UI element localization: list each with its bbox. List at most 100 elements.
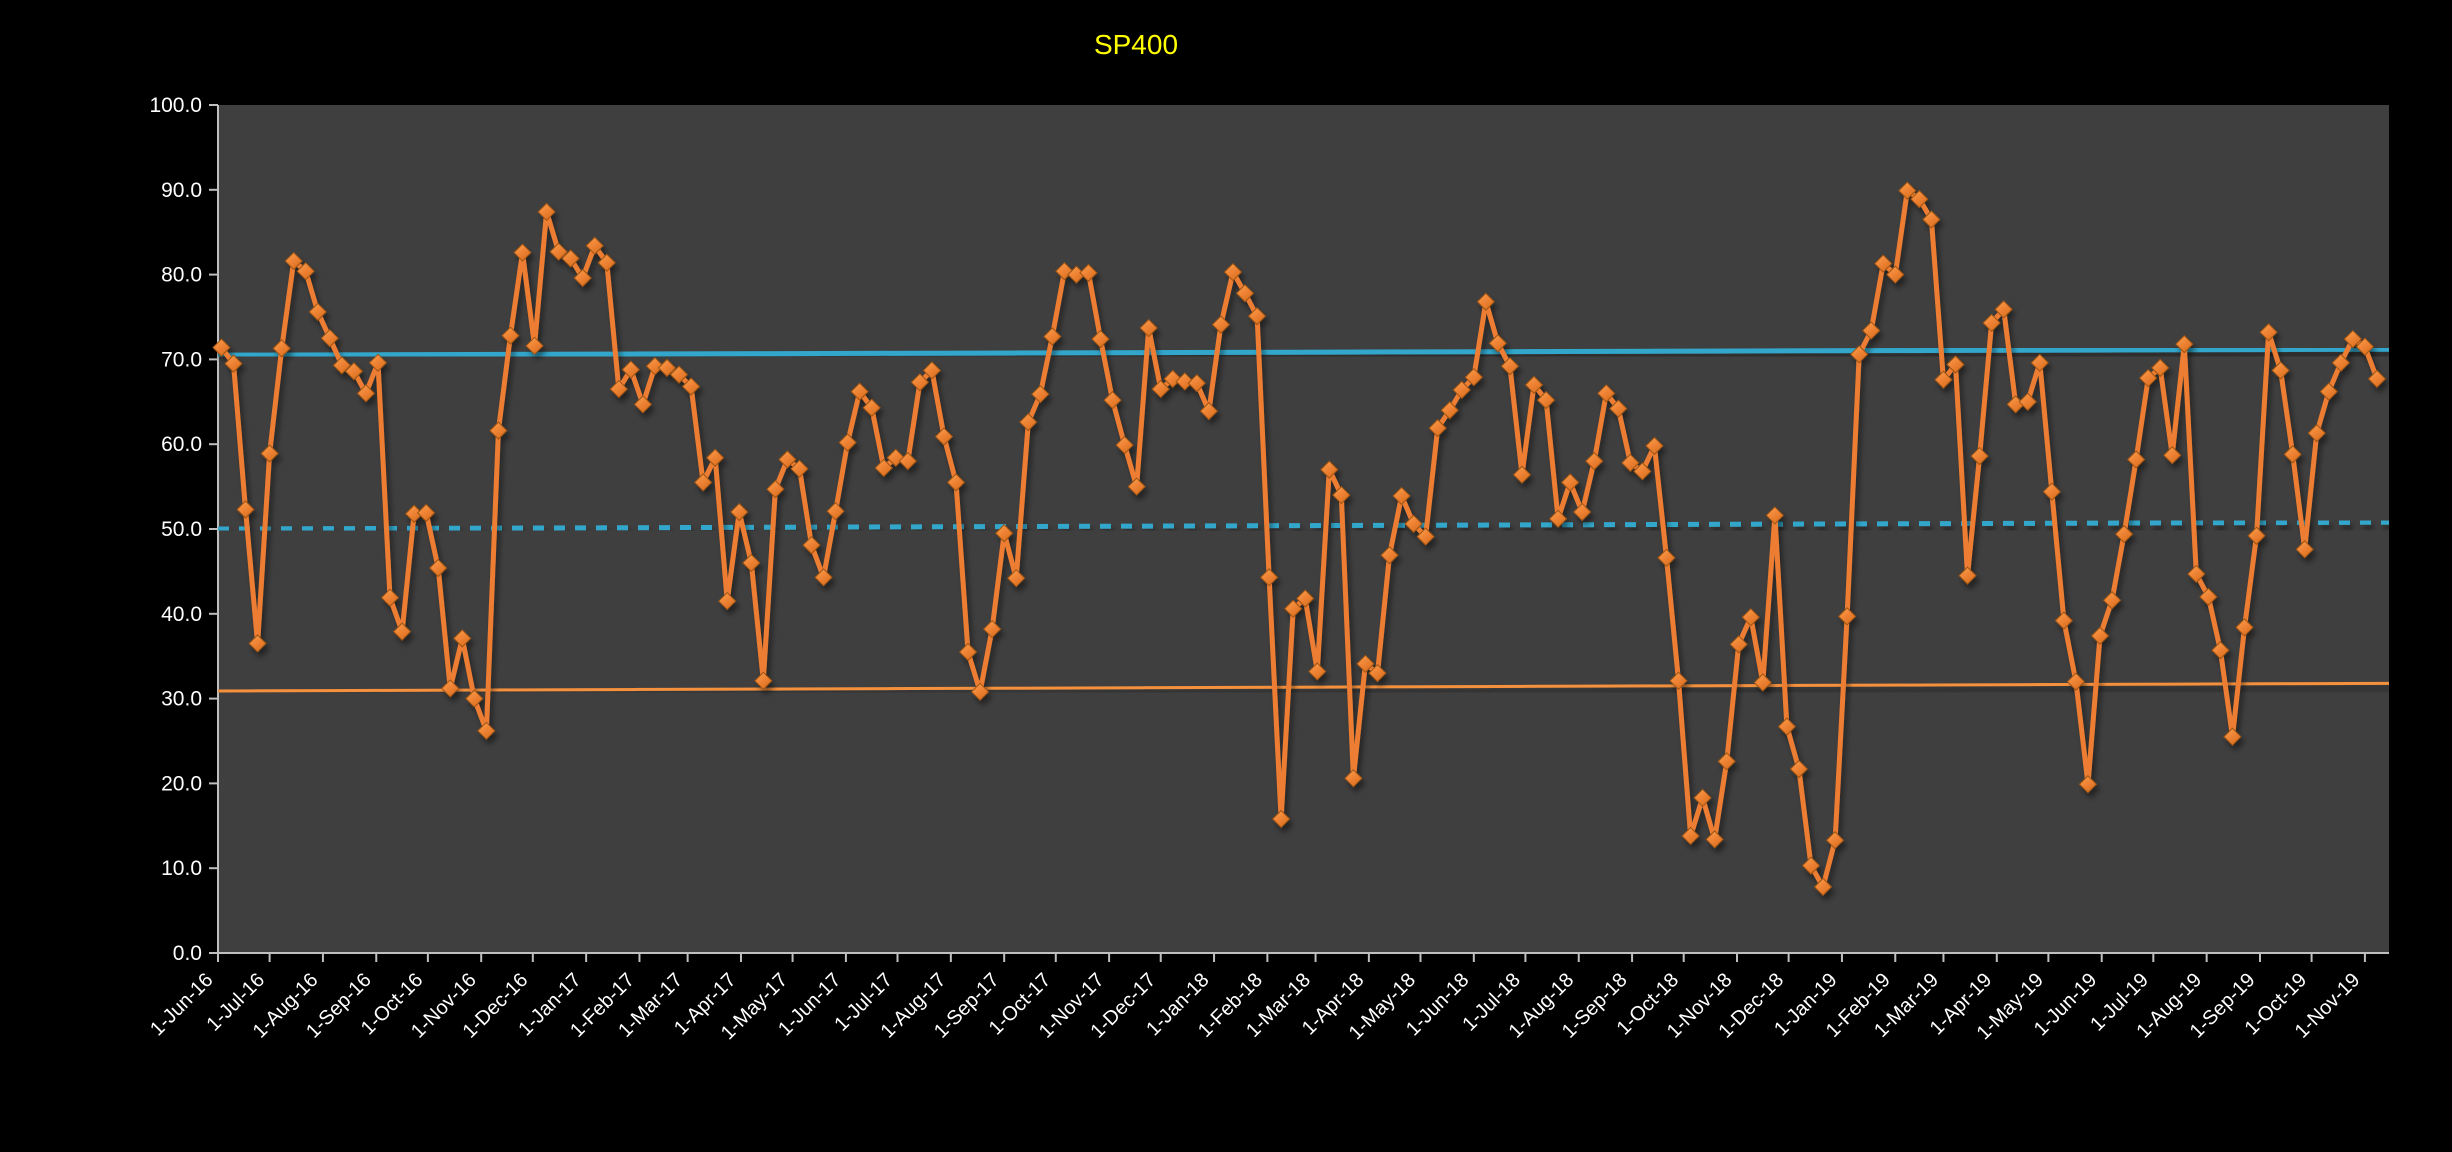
data-point-marker: [934, 427, 954, 446]
data-point-marker: [1404, 514, 1423, 534]
data-point-marker: [802, 535, 821, 555]
data-point-marker: [2355, 337, 2375, 356]
data-point-marker: [2271, 361, 2290, 380]
data-point-marker: [1946, 355, 1965, 374]
data-point-marker: [621, 360, 641, 379]
data-point-marker: [2078, 775, 2098, 794]
data-point-marker: [1416, 527, 1435, 546]
data-point-marker: [1356, 654, 1375, 674]
data-point-marker: [1247, 306, 1267, 326]
data-point-marker: [874, 458, 893, 478]
data-point-marker: [441, 679, 460, 698]
data-point-marker: [368, 353, 388, 372]
data-point-marker: [1765, 506, 1785, 525]
y-tick-label: 60.0: [161, 433, 202, 456]
data-point-marker: [994, 524, 1014, 543]
data-point-marker: [1151, 379, 1170, 399]
data-point-marker: [2150, 358, 2170, 378]
data-point-marker: [248, 634, 267, 653]
data-point-marker: [1837, 607, 1857, 626]
data-point-marker: [1079, 263, 1098, 283]
data-point-marker: [465, 689, 484, 708]
y-tick-label: 30.0: [161, 688, 202, 711]
data-point-marker: [1536, 390, 1556, 410]
data-point-marker: [742, 553, 761, 573]
data-point-marker: [585, 236, 604, 255]
data-point-marker: [1717, 752, 1736, 771]
data-point-marker: [224, 354, 243, 373]
data-point-marker: [1139, 318, 1158, 338]
data-point-marker: [1813, 877, 1833, 897]
data-point-marker: [2066, 672, 2086, 691]
data-point-marker: [850, 382, 869, 401]
data-point-marker: [416, 503, 436, 523]
data-point-marker: [1223, 262, 1243, 282]
data-point-marker: [1560, 473, 1580, 492]
data-point-marker: [2343, 329, 2363, 349]
data-point-marker: [1380, 546, 1399, 565]
data-point-marker: [910, 373, 930, 392]
data-point-marker: [1428, 418, 1447, 438]
data-point-marker: [1524, 375, 1544, 395]
data-point-marker: [2307, 423, 2326, 443]
data-point-marker: [1585, 451, 1604, 471]
data-point-marker: [1861, 321, 1881, 340]
data-point-marker: [380, 588, 400, 607]
data-point-marker: [1235, 284, 1255, 303]
series-markers: [212, 181, 2387, 897]
data-point-marker: [2199, 587, 2218, 607]
data-point-marker: [1777, 717, 1797, 736]
data-point-marker: [1019, 412, 1038, 432]
data-point-marker: [1452, 380, 1471, 400]
data-point-marker: [958, 642, 978, 662]
data-point-marker: [1320, 460, 1339, 479]
data-point-marker: [561, 249, 580, 268]
data-point-marker: [1669, 671, 1688, 690]
data-point-marker: [1127, 477, 1146, 496]
data-point-marker: [1211, 315, 1231, 334]
data-point-marker: [730, 502, 749, 522]
data-point-marker: [1645, 436, 1664, 456]
plot-root: 0.0 10.0 20.0 30.0 40.0 50.0 60.0 70.0 80.0 90.0 1…: [146, 94, 2390, 1044]
data-point-marker: [573, 268, 592, 288]
data-point-marker: [2138, 368, 2158, 388]
data-point-marker: [1849, 345, 1869, 364]
data-point-marker: [1922, 210, 1941, 229]
data-point-marker: [2367, 369, 2387, 389]
data-point-marker: [2042, 482, 2062, 501]
series-sp400: [212, 181, 2387, 897]
data-point-marker: [513, 243, 532, 262]
data-point-marker: [1657, 548, 1676, 568]
data-point-marker: [2102, 591, 2122, 610]
data-point-marker: [1741, 607, 1760, 627]
data-point-marker: [236, 500, 255, 519]
y-tick-label: 70.0: [161, 348, 202, 371]
data-point-marker: [2223, 727, 2242, 746]
data-point-marker: [2054, 611, 2074, 630]
data-point-marker: [1187, 373, 1207, 393]
data-point-marker: [970, 682, 990, 702]
y-tick-label: 80.0: [161, 264, 202, 287]
data-point-marker: [1898, 181, 1917, 200]
data-point-marker: [946, 473, 966, 492]
data-point-marker: [1958, 566, 1977, 585]
data-point-marker: [489, 421, 508, 440]
data-point-marker: [2259, 323, 2278, 342]
data-point-marker: [1332, 485, 1351, 505]
data-point-marker: [1031, 384, 1050, 404]
data-point-marker: [826, 501, 845, 521]
data-point-marker: [1705, 830, 1724, 849]
data-point-marker: [693, 473, 713, 492]
y-tick-label: 90.0: [161, 179, 202, 202]
data-point-marker: [1982, 313, 2001, 333]
data-point-marker: [1163, 369, 1182, 389]
data-point-marker: [332, 356, 352, 375]
ref-line-center_line: [217, 519, 2390, 532]
data-point-marker: [1729, 635, 1748, 654]
data-point-marker: [1115, 435, 1134, 455]
data-point-marker: [1970, 446, 1989, 466]
data-point-marker: [633, 395, 653, 414]
data-point-marker: [537, 202, 556, 222]
data-point-marker: [1091, 329, 1110, 349]
